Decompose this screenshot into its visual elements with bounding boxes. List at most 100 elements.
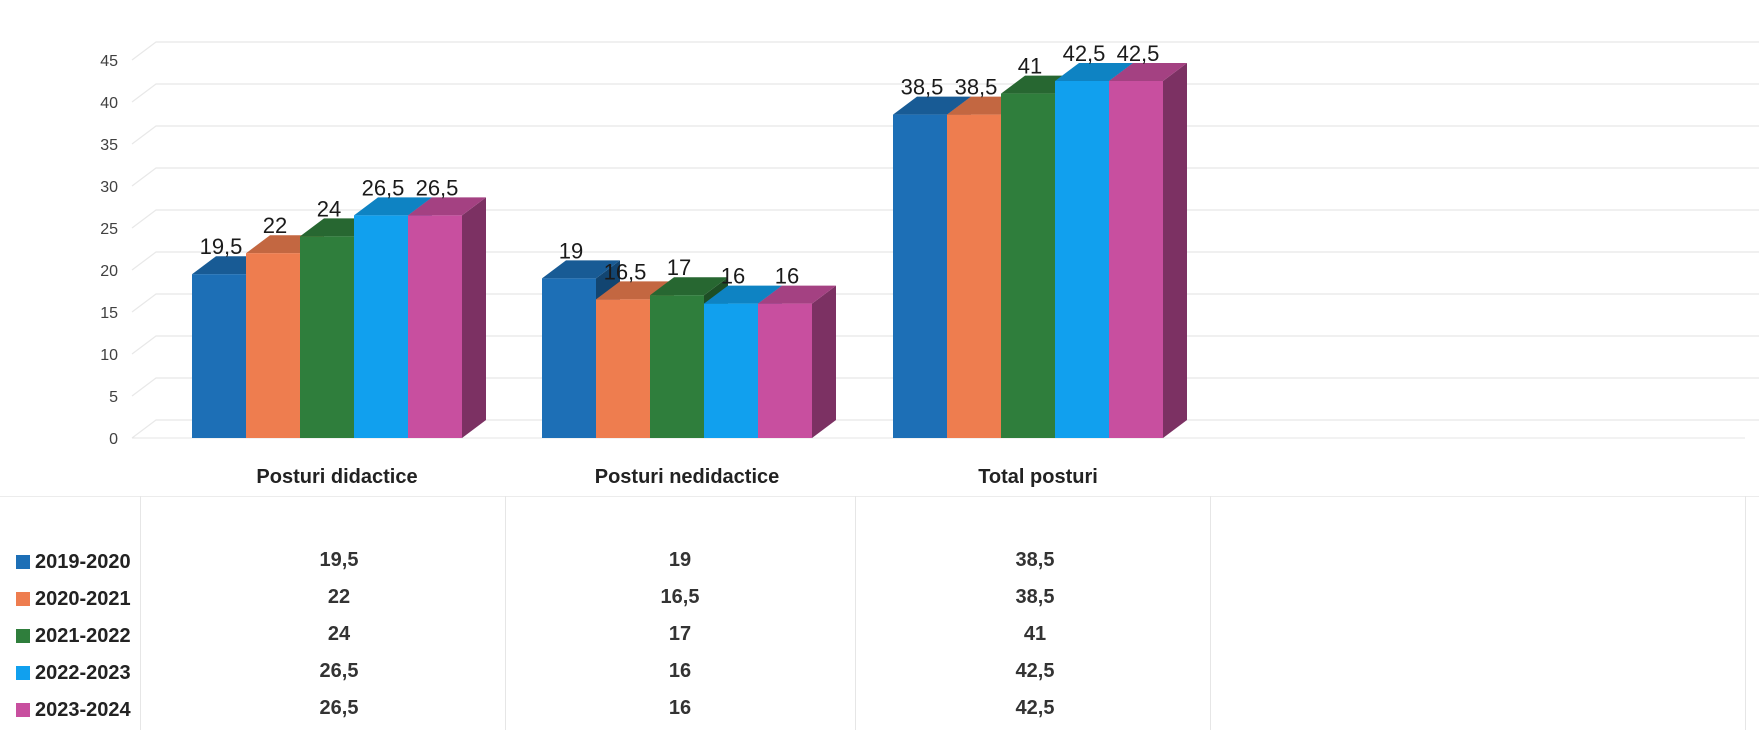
table-row: 2021-2022 24 17 41 <box>0 617 1759 654</box>
bar-top <box>893 96 971 115</box>
x-tick-label: Posturi nedidactice <box>595 466 780 488</box>
bar <box>704 303 758 438</box>
data-label: 38,5 <box>955 75 998 100</box>
table-row: 2020-2021 22 16,5 38,5 <box>0 580 1759 617</box>
gridline <box>131 83 1759 103</box>
bar <box>893 114 947 438</box>
bar-top <box>1109 63 1187 81</box>
table-cell: 16,5 <box>660 586 700 608</box>
legend-swatch <box>16 555 30 569</box>
table-cell: 42,5 <box>1015 660 1055 682</box>
bar-top <box>1055 63 1133 81</box>
legend-swatch <box>16 666 30 680</box>
data-label: 16,5 <box>604 259 647 284</box>
bar <box>246 253 300 438</box>
bar-side <box>1163 63 1187 438</box>
series-name: 2019-2020 <box>35 550 131 573</box>
table-cell: 38,5 <box>1015 549 1055 571</box>
table-cell: 26,5 <box>319 660 359 682</box>
table-cell: 16 <box>668 697 692 719</box>
y-tick-label: 40 <box>100 95 118 112</box>
bar <box>596 299 650 438</box>
bar <box>947 114 1001 438</box>
legend-swatch <box>16 629 30 643</box>
gridline <box>131 209 1759 229</box>
bar <box>758 303 812 438</box>
y-tick-label: 35 <box>100 137 118 154</box>
table-cell: 22 <box>327 586 351 608</box>
table-cell: 19 <box>668 549 692 571</box>
legend-key: 2023-2024 <box>16 699 131 721</box>
table-row: 2019-2020 19,5 19 38,5 <box>0 543 1759 580</box>
data-label: 24 <box>317 196 341 221</box>
table-row: 2022-2023 26,5 16 42,5 <box>0 654 1759 691</box>
table-cell: 38,5 <box>1015 586 1055 608</box>
y-tick-label: 20 <box>100 263 118 280</box>
series-name: 2023-2024 <box>35 698 131 721</box>
table-cell: 26,5 <box>319 697 359 719</box>
bar <box>192 274 246 438</box>
data-label: 42,5 <box>1117 41 1160 66</box>
data-label: 38,5 <box>901 75 944 100</box>
data-label: 22 <box>263 213 287 238</box>
bar-top <box>704 285 782 304</box>
table-cell: 17 <box>668 623 692 645</box>
y-tick-label: 45 <box>100 53 118 70</box>
series-name: 2020-2021 <box>35 587 131 610</box>
bar-top <box>354 197 432 216</box>
data-label: 19 <box>559 238 583 263</box>
bar-top <box>542 260 620 279</box>
bar <box>650 295 704 438</box>
series-name: 2022-2023 <box>35 661 131 684</box>
bar-side <box>812 285 836 438</box>
gridline <box>131 293 1759 313</box>
data-table: 2019-2020 19,5 19 38,5 2020-2021 22 16,5… <box>0 543 1759 728</box>
data-label: 19,5 <box>200 234 243 259</box>
table-cell: 41 <box>1023 623 1047 645</box>
x-tick-label: Posturi didactice <box>256 466 417 488</box>
data-label: 41 <box>1018 54 1042 79</box>
gridline <box>131 377 1759 397</box>
data-label: 42,5 <box>1063 41 1106 66</box>
bar-side <box>462 197 486 438</box>
legend-key: 2019-2020 <box>16 551 131 573</box>
y-tick-label: 10 <box>100 347 118 364</box>
table-cell: 42,5 <box>1015 697 1055 719</box>
legend-key: 2022-2023 <box>16 662 131 684</box>
bar <box>542 278 596 438</box>
gridline <box>131 335 1759 355</box>
bar <box>1055 81 1109 438</box>
y-tick-label: 30 <box>100 179 118 196</box>
gridline <box>131 419 1759 439</box>
data-label: 16 <box>775 264 799 289</box>
bar <box>1109 81 1163 438</box>
y-tick-label: 25 <box>100 221 118 238</box>
data-label: 26,5 <box>362 175 405 200</box>
legend-key: 2021-2022 <box>16 625 131 647</box>
legend-key: 2020-2021 <box>16 588 131 610</box>
series-name: 2021-2022 <box>35 624 131 647</box>
bar-chart: 0 5 10 15 20 25 30 35 40 45 19,5 22 24 26,5 26,5 Postur… <box>100 41 1759 488</box>
bar <box>354 215 408 438</box>
data-label: 16 <box>721 264 745 289</box>
gridline <box>131 41 1759 61</box>
data-label: 17 <box>667 255 691 280</box>
gridline <box>131 251 1759 271</box>
gridline <box>131 167 1759 187</box>
bar-top <box>408 197 486 216</box>
table-cell: 24 <box>327 623 351 645</box>
y-tick-label: 5 <box>109 389 118 406</box>
legend-swatch <box>16 592 30 606</box>
x-tick-label: Total posturi <box>978 466 1098 488</box>
bar-top <box>758 285 836 304</box>
data-label: 26,5 <box>416 175 459 200</box>
bar <box>1001 93 1055 438</box>
bar-top <box>650 277 728 296</box>
bar <box>408 215 462 438</box>
table-row: 2023-2024 26,5 16 42,5 <box>0 691 1759 728</box>
y-tick-label: 15 <box>100 305 118 322</box>
legend-swatch <box>16 703 30 717</box>
bar <box>300 236 354 438</box>
y-tick-label: 0 <box>109 431 118 448</box>
table-cell: 19,5 <box>319 549 359 571</box>
